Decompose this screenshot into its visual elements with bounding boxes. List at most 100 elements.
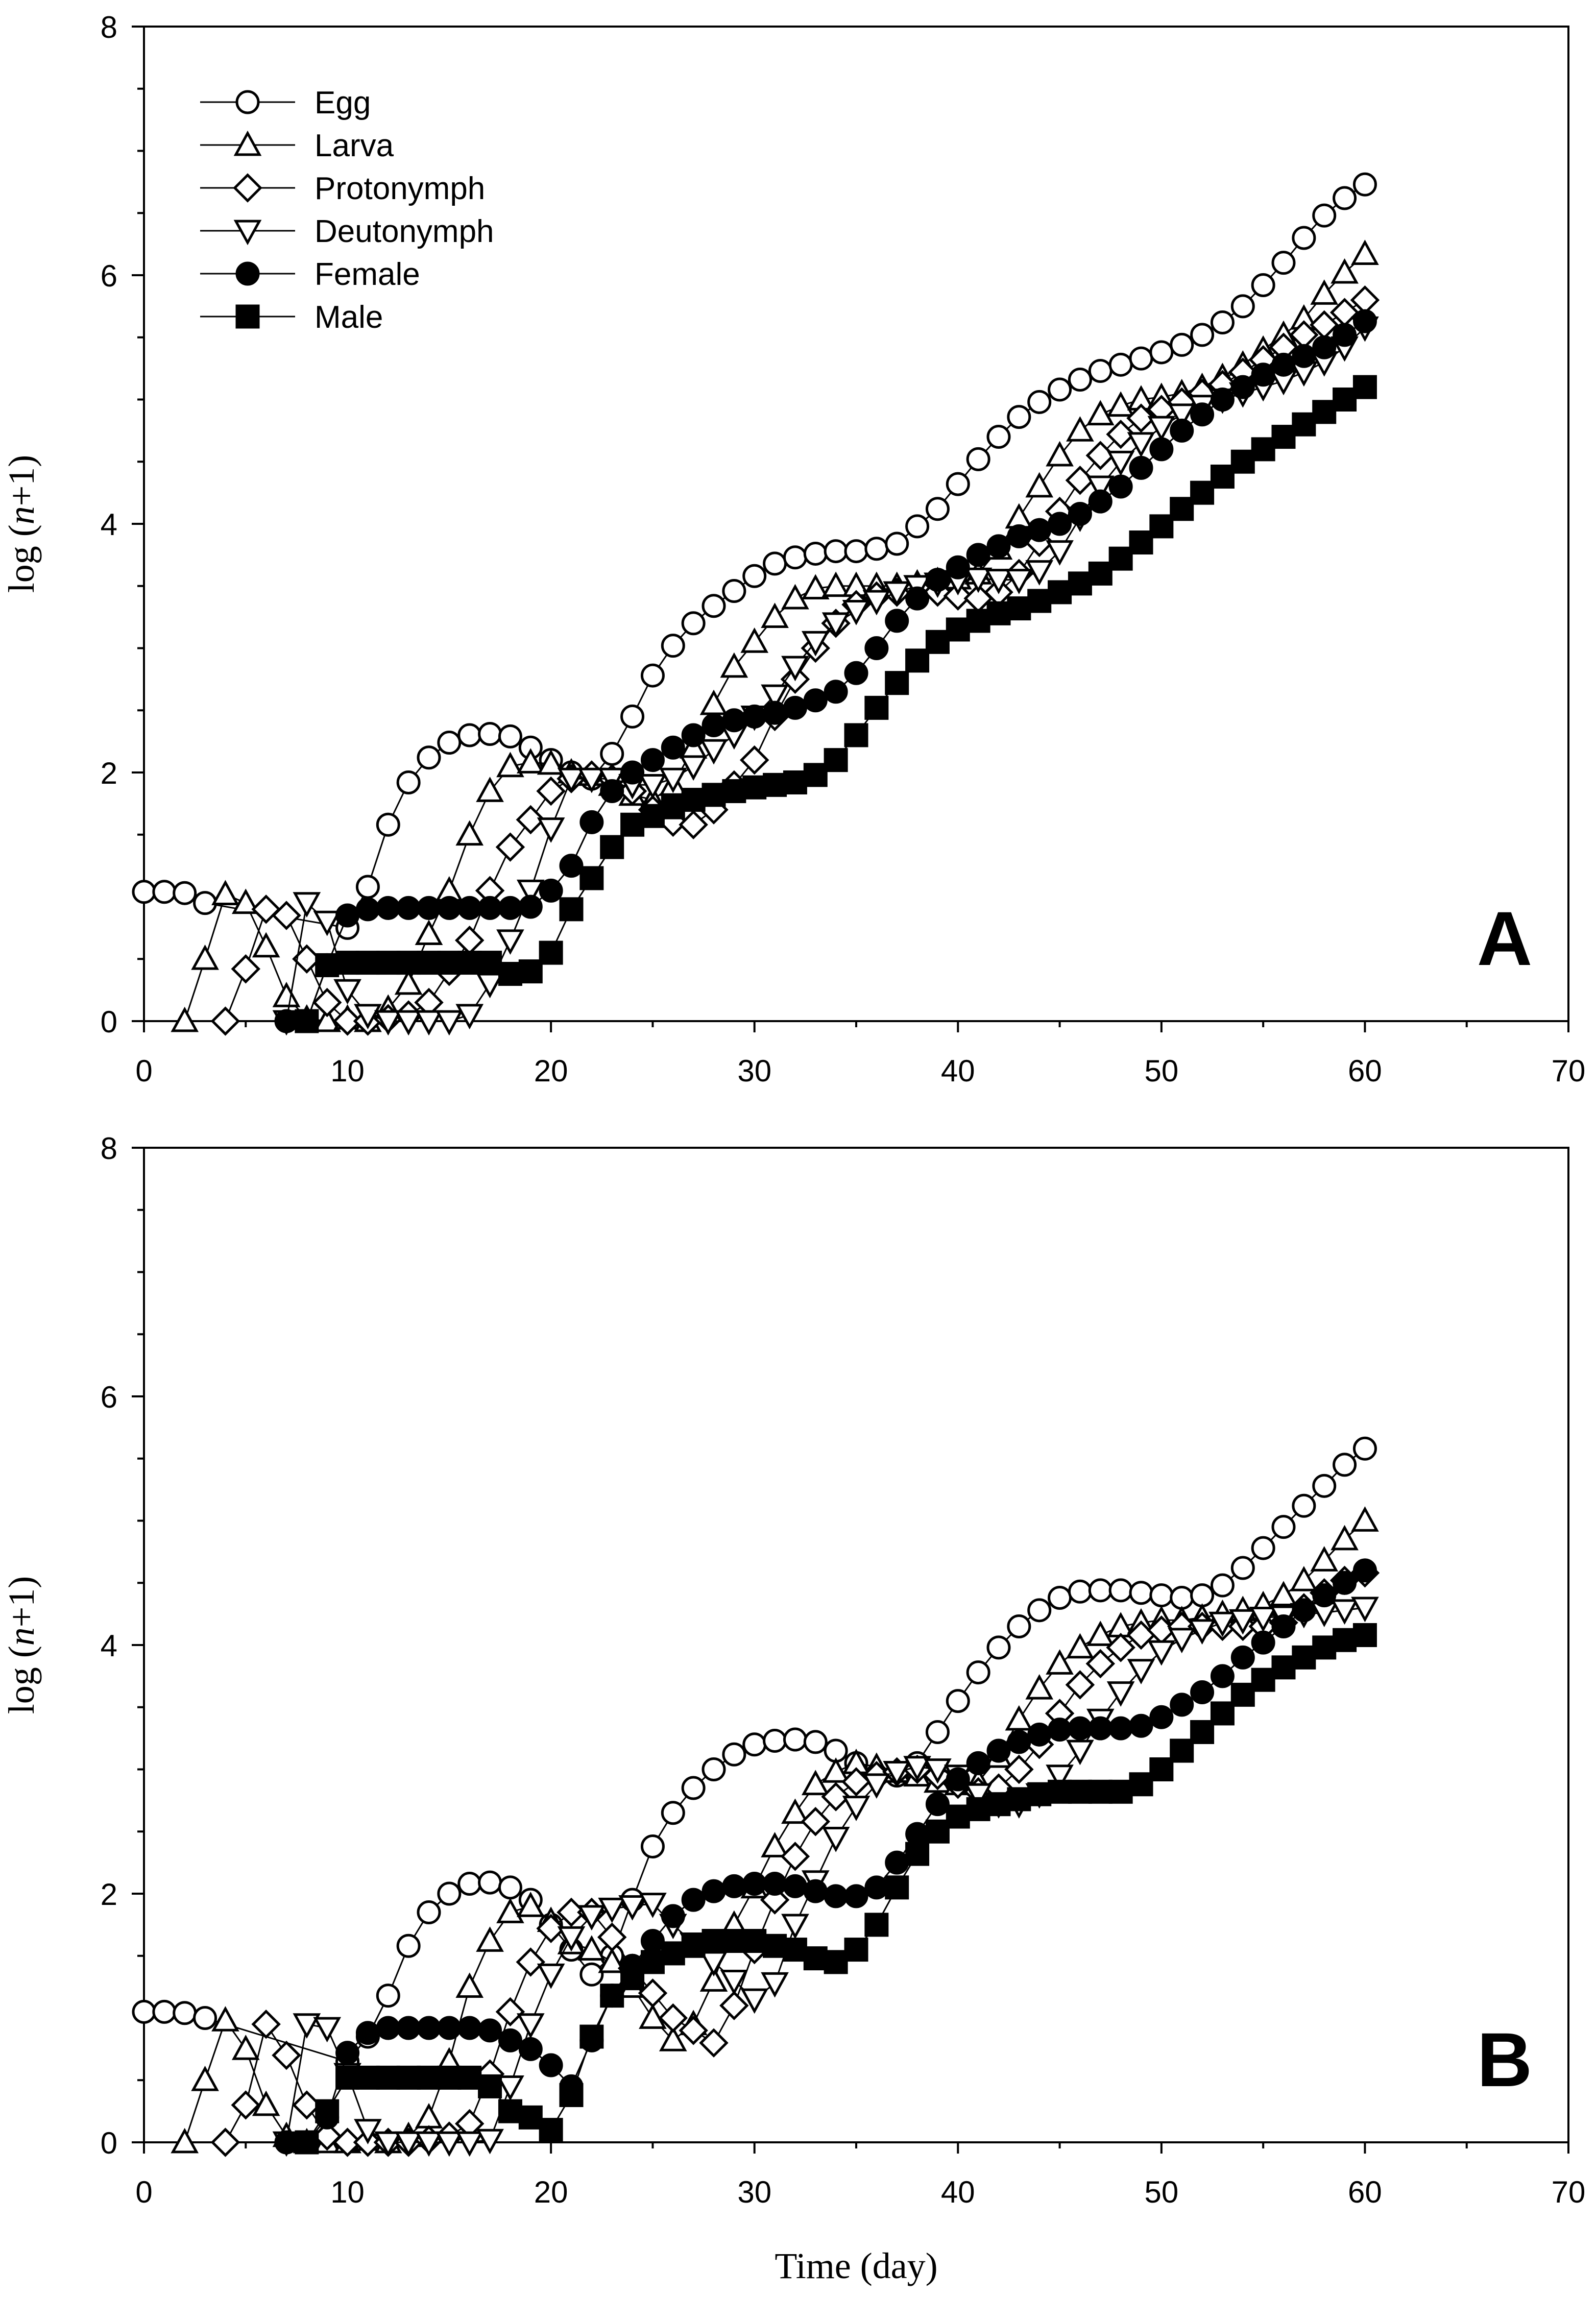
panel-b-series-larva-point (211, 2006, 239, 2032)
panel-b-series-female-point (1027, 1722, 1052, 1747)
panel-a-series-egg-point (1230, 294, 1255, 319)
panel-a-series-male-point (1333, 388, 1357, 412)
panel-b-series-female-point (1271, 1614, 1296, 1638)
panel-a-series-male-point (1190, 480, 1215, 505)
panel-a-series-protonymph-point (251, 895, 281, 924)
panel-b-series-male-point (417, 2065, 441, 2090)
panel-b-series-male-point (620, 1966, 645, 1991)
panel-a-series-egg-point (1312, 203, 1337, 228)
panel-b-series-deutonymph-point (883, 1760, 911, 1786)
panel-b-series-deutonymph-point (577, 1905, 606, 1931)
panel-b-series-egg-point (640, 1834, 665, 1858)
panel-a-series-male-point (315, 953, 340, 977)
panel-b-series-egg-point (152, 1999, 177, 2024)
panel-b-series-deutonymph-point (781, 1914, 809, 1940)
panel-a-series-deutonymph-point (639, 774, 667, 800)
panel-b-series-deutonymph-point (455, 2131, 484, 2157)
panel-a-series-egg-point (722, 578, 746, 603)
panel-b-series-female-point (518, 2037, 543, 2061)
panel-b-series-male-point (844, 1938, 868, 1962)
panel-b-series-female-point (457, 2016, 482, 2040)
panel-b-series-male-point (1149, 1757, 1174, 1781)
panel-b-series-male-point (559, 2083, 584, 2107)
panel-b-series-larva-point (1310, 1546, 1339, 1572)
panel-a-series-female-point (783, 695, 807, 720)
panel-a-series-male-point (742, 775, 767, 800)
panel-a-series-egg-point (1048, 377, 1072, 402)
panel-b-series-male (295, 1623, 1377, 2155)
panel-b-series-deutonymph-point (598, 1897, 626, 1923)
panel-b-series-male-point (885, 1875, 909, 1900)
panel-b-series-larva-point (639, 2003, 667, 2029)
panel-a-series-deutonymph-point (1147, 416, 1176, 442)
panel-b-y-axis-label: log (n+1) (1, 1576, 42, 1714)
panel-a-series-deutonymph-point (1086, 475, 1115, 501)
panel-a-series-egg-point (498, 724, 522, 748)
panel-b-series-larva-point (821, 1757, 850, 1783)
panel-a-series-female-point (335, 903, 360, 928)
panel-b-series-egg-point (925, 1720, 950, 1744)
panel-b-series-protonymph-point (699, 2028, 729, 2058)
panel-a-series-protonymph-point (739, 745, 769, 775)
panel-a-series-male-point (335, 951, 360, 975)
panel-a-series-egg-point (396, 770, 421, 794)
panel-b-series-protonymph-point (332, 2128, 362, 2157)
panel-a-series-egg-point (1271, 251, 1296, 275)
panel-b-series-female-point (1352, 1558, 1377, 1583)
panel-a-series-female-point (1251, 362, 1275, 387)
panel-b-series-male-point (824, 1950, 848, 1974)
panel-b-series-egg-point (1170, 1585, 1194, 1610)
panel-a-series-female-point (437, 896, 462, 920)
panel-b-x-tick-label: 40 (941, 2175, 975, 2209)
panel-a-series-deutonymph-point (862, 590, 891, 616)
panel-a-legend-egg: Egg (200, 85, 371, 120)
panel-a-legend-egg-marker (235, 90, 260, 114)
panel-b-series-larva-point (415, 2103, 443, 2129)
panel-b-series-female-point (1007, 1730, 1031, 1754)
panel-a-series-female-point (1210, 388, 1235, 412)
panel-a-series-female-point (600, 779, 624, 804)
panel-b-series-larva-point (577, 1935, 606, 1961)
panel-a-series-egg-point (742, 564, 767, 588)
panel-b-series-male-point (295, 2130, 319, 2155)
panel-a-series-female-point (457, 896, 482, 920)
panel-a-series-egg-point (1129, 346, 1153, 371)
panel-b-series-egg-point (478, 1870, 502, 1895)
panel-b-y-tick-label: 6 (101, 1380, 117, 1414)
panel-a-series-egg-point (905, 514, 930, 539)
panel-a-series-male-point (620, 812, 645, 837)
panel-a-series-egg-point (620, 704, 645, 729)
panel-a-series-male-point (600, 835, 624, 859)
panel-a-series-larva-point (476, 777, 504, 802)
panel-a-legend-male-marker (235, 304, 260, 329)
panel-a-series-male-point (1027, 589, 1052, 613)
panel-a-series-egg-point (1068, 368, 1092, 392)
panel-b-series-female-point (498, 2028, 522, 2052)
panel-a-legend-deutonymph-label: Deutonymph (315, 214, 494, 249)
panel-b-series-female-point (905, 1822, 930, 1846)
panel-b-series-deutonymph-point (537, 1963, 565, 1989)
panel-a-series-egg-point (1027, 390, 1052, 414)
panel-a-series-female-point (742, 704, 767, 729)
panel-b-x-tick-label: 50 (1144, 2175, 1178, 2209)
panel-a-series-female-point (518, 895, 543, 919)
panel-a-series-deutonymph-point (984, 569, 1013, 594)
panel-b-series-deutonymph-point (639, 1893, 667, 1918)
panel-b-series-male-point (946, 1804, 970, 1829)
panel-a-series-male-point (946, 617, 970, 642)
panel-b-series-egg-point (1048, 1585, 1072, 1610)
panel-a-series-egg-point (600, 741, 624, 766)
panel-b-series-protonymph-point (719, 1991, 749, 2020)
panel-b-series-male-point (1088, 1779, 1113, 1804)
panel-b-series-protonymph-point (801, 1807, 831, 1836)
panel-a-series-protonymph-point (1106, 419, 1135, 449)
panel-b-series-deutonymph-point (964, 1783, 993, 1809)
panel-a-series-egg-point (661, 634, 685, 658)
panel-b-series-female-point (1190, 1680, 1215, 1705)
panel-a-series-protonymph-point (332, 1006, 362, 1036)
panel-a-series-male-point (376, 951, 400, 975)
panel-b-series-male-point (335, 2065, 360, 2090)
panel-b-series-deutonymph-point (862, 1773, 891, 1799)
panel-b-series-deutonymph-point (903, 1756, 931, 1781)
panel-b-series-larva-point (1331, 1525, 1359, 1551)
